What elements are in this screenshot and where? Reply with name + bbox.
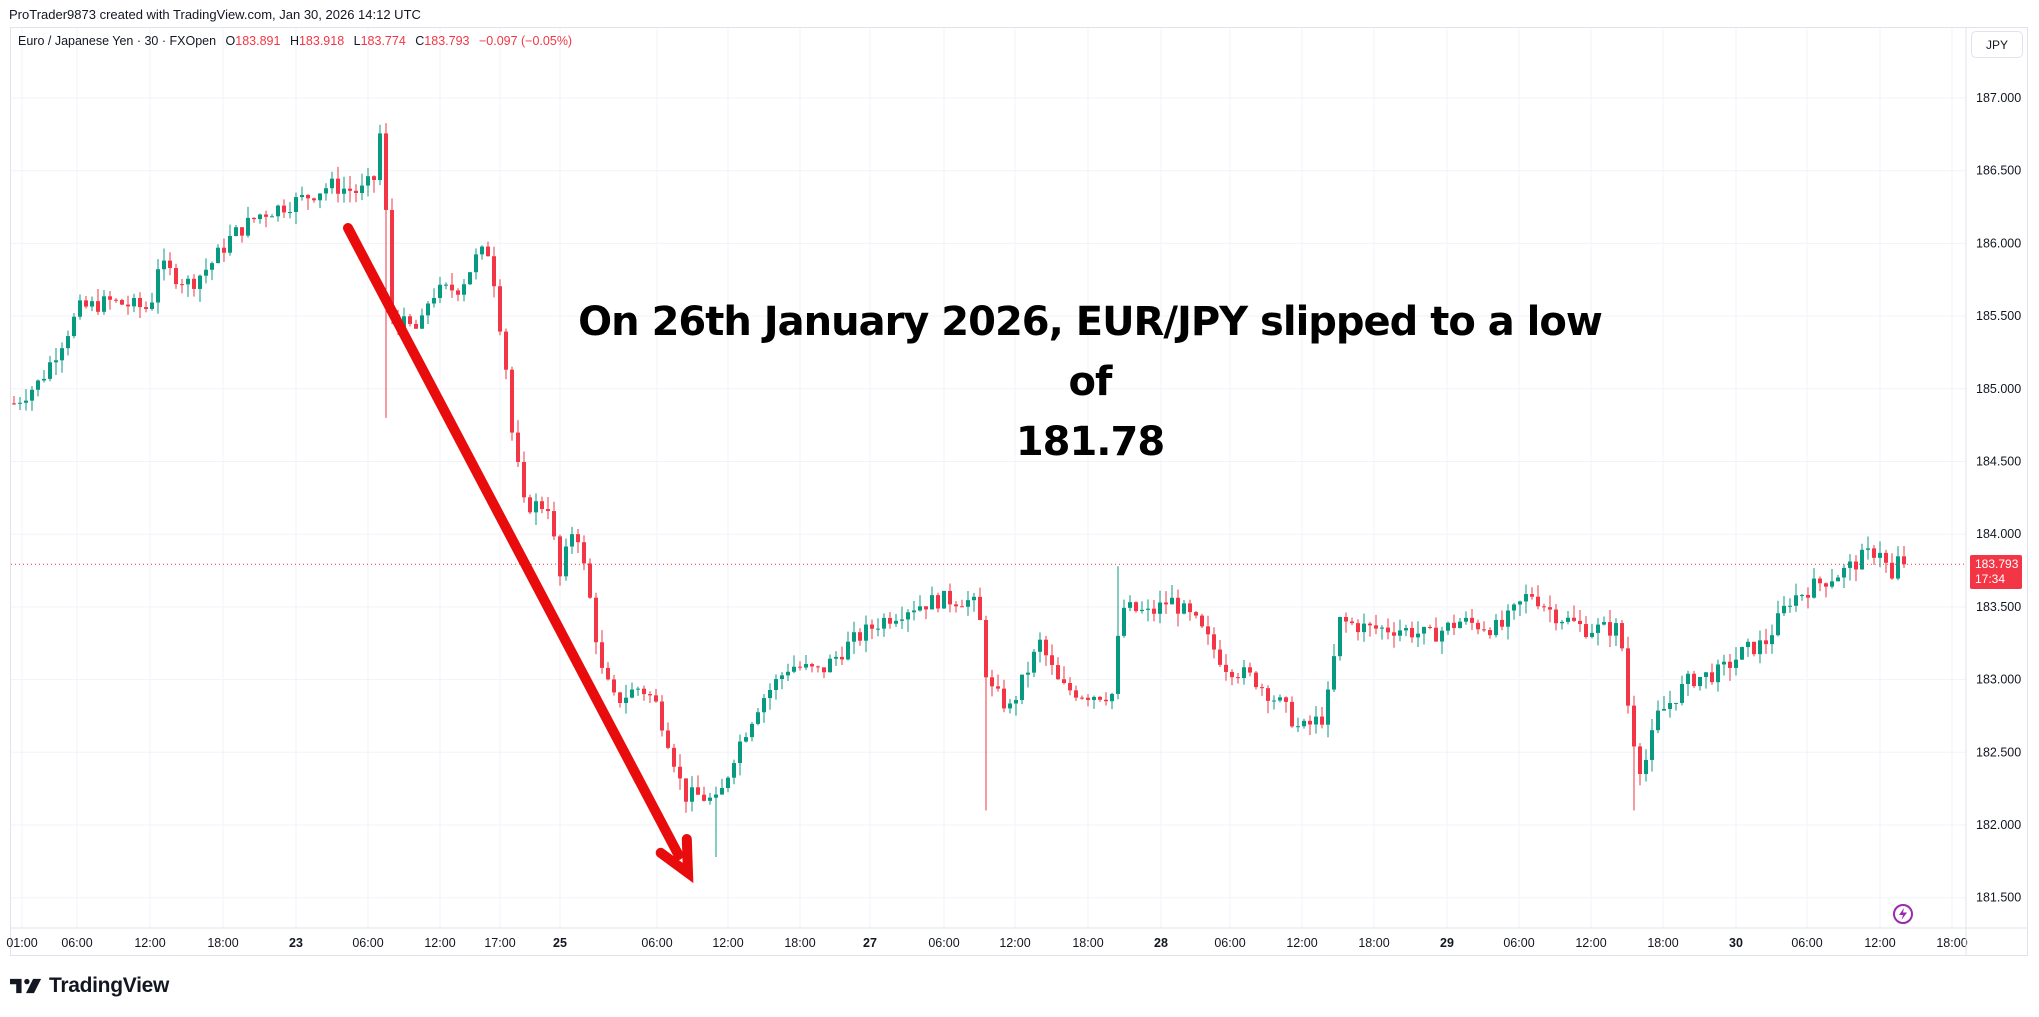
- bar-countdown: 17:34: [1975, 572, 2006, 586]
- time-axis-label: 12:00: [999, 936, 1030, 950]
- low-label: L: [353, 34, 361, 48]
- price-axis-label: 181.500: [1976, 891, 2021, 905]
- time-axis-label: 06:00: [928, 936, 959, 950]
- price-axis-label: 185.500: [1976, 309, 2021, 323]
- time-axis-label: 06:00: [352, 936, 383, 950]
- last-price-value: 183.793: [1975, 557, 2019, 571]
- price-axis-label: 184.000: [1976, 527, 2021, 541]
- change-value: −0.097 (−0.05%): [478, 34, 573, 48]
- price-axis-label: 186.500: [1976, 164, 2021, 178]
- close-label: C: [415, 34, 425, 48]
- time-axis-label: 18:00: [1936, 936, 1967, 950]
- symbol-title[interactable]: Euro / Japanese Yen · 30 · FXOpen: [18, 34, 217, 48]
- time-axis-label: 18:00: [207, 936, 238, 950]
- time-axis-label: 06:00: [641, 936, 672, 950]
- tradingview-logo-icon: [10, 978, 42, 994]
- high-label: H: [289, 34, 299, 48]
- open-value: 183.891: [235, 34, 281, 48]
- trend-arrow-head: [655, 834, 694, 884]
- time-axis-label: 29: [1440, 936, 1454, 950]
- low-value: 183.774: [360, 34, 406, 48]
- time-axis-label: 17:00: [484, 936, 515, 950]
- price-axis-label: 182.500: [1976, 745, 2021, 759]
- time-axis-label: 28: [1154, 936, 1168, 950]
- price-axis-label: 186.000: [1976, 236, 2021, 250]
- time-axis-label: 23: [289, 936, 303, 950]
- open-label: O: [225, 34, 236, 48]
- symbol-legend: Euro / Japanese Yen · 30 · FXOpen O183.8…: [18, 34, 572, 48]
- price-axis-label: 182.000: [1976, 818, 2021, 832]
- last-price-tag: 183.793 17:34: [1970, 555, 2022, 589]
- time-axis-label: 25: [553, 936, 567, 950]
- time-axis-label: 06:00: [61, 936, 92, 950]
- tradingview-logo-text: TradingView: [49, 974, 170, 997]
- time-axis-label: 27: [863, 936, 877, 950]
- time-axis-label: 12:00: [1286, 936, 1317, 950]
- price-axis-label: 184.500: [1976, 455, 2021, 469]
- annotation-line-1: On 26th January 2026, EUR/JPY slipped to…: [578, 299, 1603, 405]
- high-value: 183.918: [298, 34, 345, 48]
- time-axis-label: 30: [1729, 936, 1743, 950]
- time-axis-label: 12:00: [1575, 936, 1606, 950]
- time-axis-label: 12:00: [134, 936, 165, 950]
- time-axis-label: 18:00: [784, 936, 815, 950]
- time-axis-label: 06:00: [1214, 936, 1245, 950]
- time-axis-label: 12:00: [424, 936, 455, 950]
- chart-annotation[interactable]: On 26th January 2026, EUR/JPY slipped to…: [560, 292, 1620, 472]
- close-value: 183.793: [424, 34, 470, 48]
- price-axis-label: 187.000: [1976, 91, 2021, 105]
- tradingview-logo[interactable]: TradingView: [10, 974, 169, 998]
- chart-credit: ProTrader9873 created with TradingView.c…: [9, 7, 421, 22]
- time-axis-label: 18:00: [1072, 936, 1103, 950]
- price-axis-label: 185.000: [1976, 382, 2021, 396]
- time-axis-label: 18:00: [1358, 936, 1389, 950]
- time-axis-label: 18:00: [1647, 936, 1678, 950]
- currency-button[interactable]: JPY: [1971, 31, 2023, 58]
- time-axis-label: 12:00: [712, 936, 743, 950]
- time-axis-label: 12:00: [1864, 936, 1895, 950]
- chart-frame: [10, 27, 2028, 956]
- trend-arrow[interactable]: [343, 223, 684, 860]
- lightning-bolt-icon[interactable]: [1893, 904, 1913, 924]
- price-axis-label: 183.500: [1976, 600, 2021, 614]
- time-axis-label: 06:00: [1791, 936, 1822, 950]
- time-axis-label: 06:00: [1503, 936, 1534, 950]
- time-axis-label: 01:00: [6, 936, 37, 950]
- price-axis-label: 183.000: [1976, 673, 2021, 687]
- annotation-line-2: 181.78: [1015, 419, 1165, 465]
